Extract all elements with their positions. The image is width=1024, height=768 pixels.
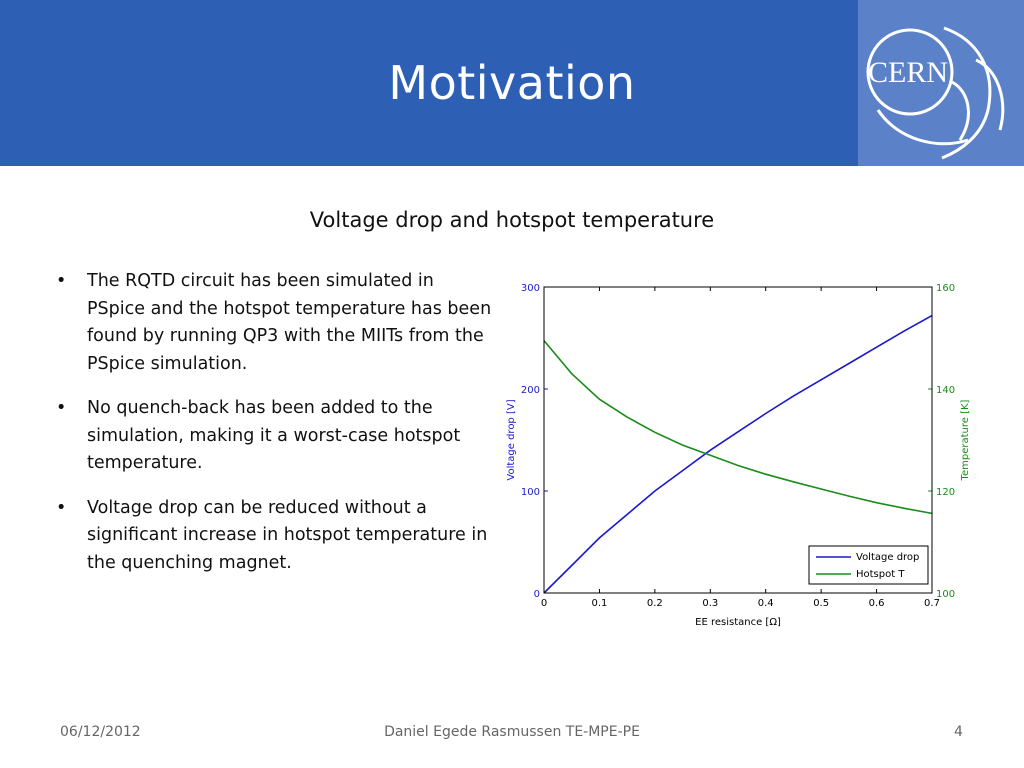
bullet-text: The RQTD circuit has been simulated in P… (87, 271, 492, 374)
footer-date: 06/12/2012 (60, 724, 141, 740)
slide-title: Motivation (388, 56, 636, 110)
bullet-icon: • (56, 497, 67, 518)
x-tick-label: 0.6 (869, 598, 885, 609)
bullet-item: • The RQTD circuit has been simulated in … (52, 268, 492, 378)
x-tick-label: 0.2 (647, 598, 663, 609)
bullet-icon: • (56, 398, 67, 418)
y-right-tick-label: 160 (936, 283, 955, 294)
y-right-tick-label: 100 (936, 589, 955, 600)
x-axis-label: EE resistance [Ω] (695, 617, 781, 628)
legend-box (808, 545, 929, 585)
bullet-list: • The RQTD circuit has been simulated in … (52, 268, 492, 594)
y-left-tick-label: 100 (521, 487, 540, 498)
bullet-item: • Voltage drop can be reduced without a s… (52, 495, 492, 578)
y-axis-left-label: Voltage drop [V] (506, 399, 517, 480)
voltage-temperature-chart: 0 0.1 0.2 0.3 0.4 0.5 0.6 0.7 0 100 200 300 100 120 14… (506, 283, 971, 628)
y-right-tick-label: 140 (936, 385, 955, 396)
footer-page-number: 4 (954, 724, 963, 740)
x-tick-label: 0.3 (702, 598, 718, 609)
bullet-icon: • (56, 271, 67, 291)
logo-text: CERN (868, 56, 948, 89)
footer-author: Daniel Egede Rasmussen TE-MPE-PE (384, 724, 640, 740)
y-axis-right-label: Temperature [K] (960, 399, 971, 481)
x-tick-label: 0 (541, 598, 547, 609)
slide-subtitle: Voltage drop and hotspot temperature (309, 208, 715, 232)
plot-frame (543, 286, 933, 594)
y-left-tick-label: 300 (521, 283, 540, 294)
bullet-text: Voltage drop can be reduced without a si… (87, 497, 488, 573)
x-tick-label: 0.1 (591, 598, 607, 609)
y-left-tick-label: 200 (521, 385, 540, 396)
bullet-text: No quench-back has been added to the sim… (87, 398, 461, 473)
y-right-tick-label: 120 (936, 487, 955, 498)
x-tick-label: 0.4 (758, 598, 774, 609)
slide-header: Motivation CERN (0, 0, 1024, 166)
voltage-drop-line (543, 314, 933, 594)
legend-label-voltage: Voltage drop (856, 552, 919, 563)
hotspot-temperature-line (543, 340, 933, 515)
bullet-item: • No quench-back has been added to the si… (52, 395, 492, 478)
cern-logo: CERN (858, 0, 1024, 166)
x-tick-label: 0.5 (813, 598, 829, 609)
y-left-tick-label: 0 (534, 589, 540, 600)
legend-label-temperature: Hotspot T (856, 569, 905, 580)
x-tick-label: 0.7 (924, 598, 940, 609)
chart-legend: Voltage drop Hotspot T (808, 545, 929, 585)
